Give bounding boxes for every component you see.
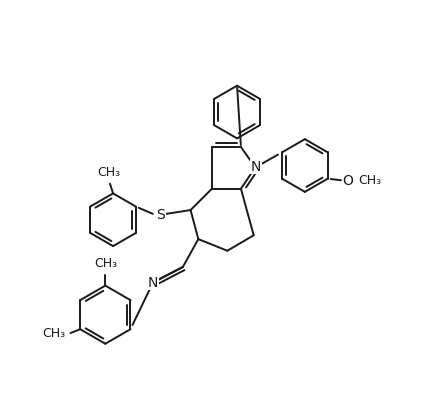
Text: CH₃: CH₃ (94, 257, 117, 270)
Text: CH₃: CH₃ (97, 166, 120, 179)
Text: CH₃: CH₃ (42, 327, 65, 340)
Text: N: N (148, 275, 158, 290)
Text: O: O (342, 174, 353, 187)
Text: CH₃: CH₃ (358, 174, 381, 187)
Text: N: N (251, 160, 261, 174)
Text: S: S (156, 208, 165, 222)
